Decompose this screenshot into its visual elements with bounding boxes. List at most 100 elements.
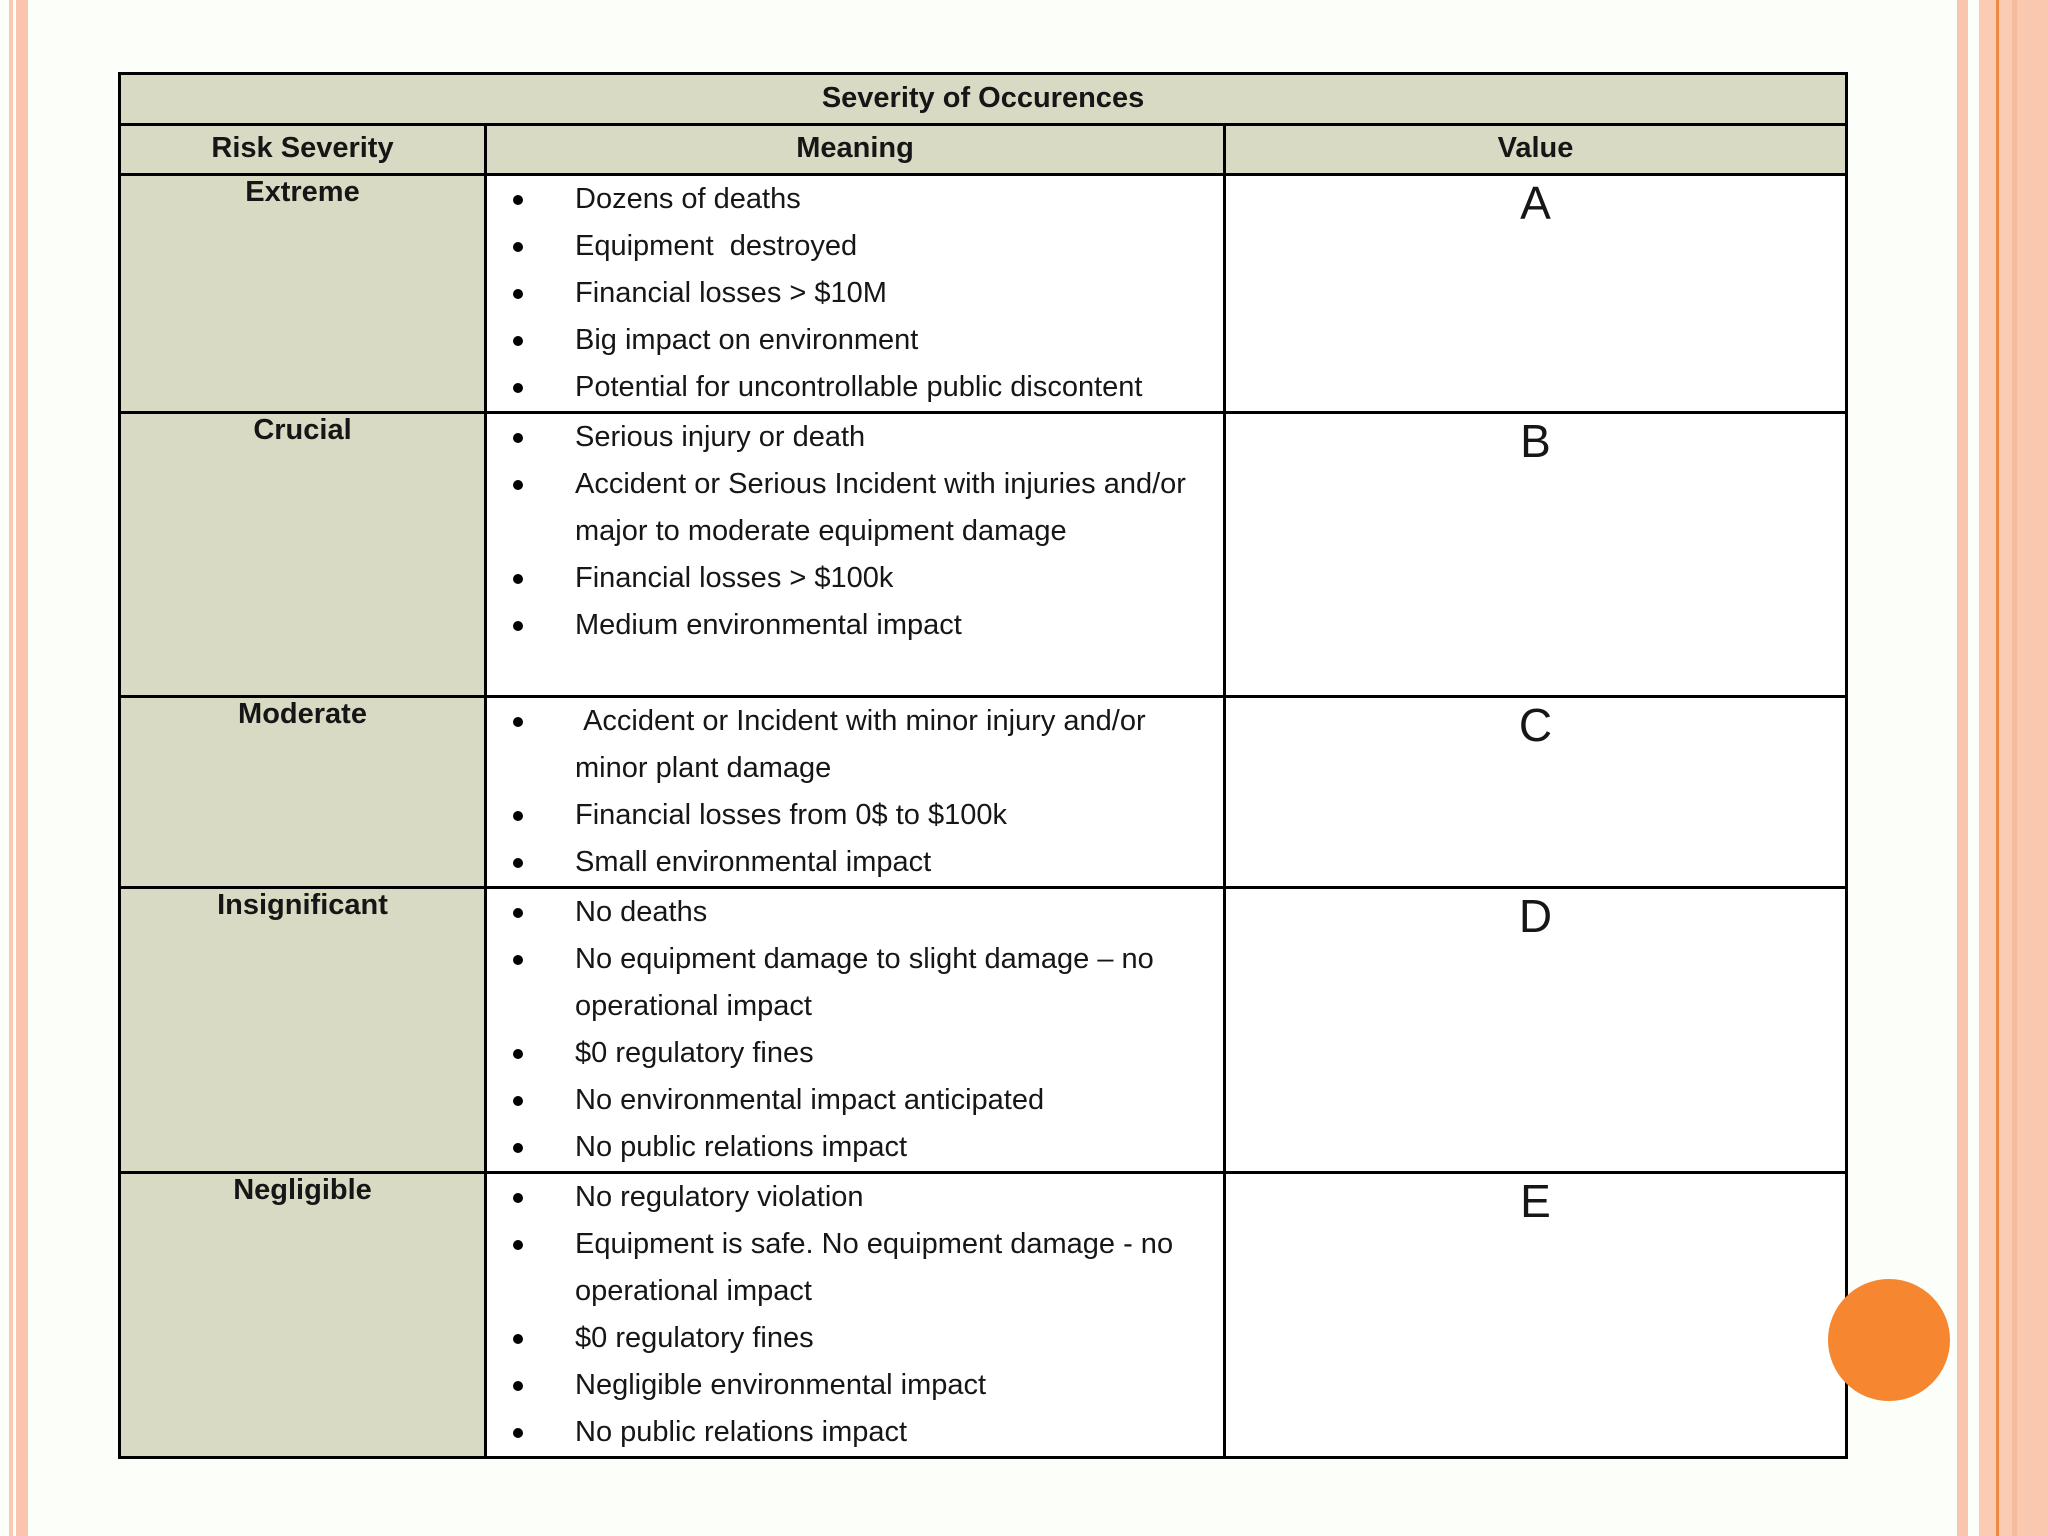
bullet-dot-icon [513,1096,523,1106]
meaning-bullet: Serious injury or death [487,414,1223,461]
meaning-cell: Dozens of deaths Equipment destroyed Fin… [484,173,1226,414]
value-letter: C [1222,695,1849,889]
value-letter: A [1222,173,1849,414]
bullet-text: Equipment is safe. No equipment damage -… [575,1228,1182,1307]
meaning-bullet: Accident or Incident with minor injury a… [487,698,1223,792]
severity-label: Crucial [118,411,487,698]
meaning-bullet: Equipment is safe. No equipment damage -… [487,1221,1223,1315]
bullet-dot-icon [513,289,523,299]
meaning-bullet: No equipment damage to slight damage – n… [487,936,1223,1030]
meaning-bullet: Negligible environmental impact [487,1362,1223,1409]
meaning-bullet: Equipment destroyed [487,223,1223,270]
bullet-text: Financial losses from 0$ to $100k [575,799,1007,831]
meaning-bullet: $0 regulatory fines [487,1030,1223,1077]
meaning-cell: Accident or Incident with minor injury a… [484,695,1226,889]
bullet-text: Big impact on environment [575,324,919,356]
value-letter: E [1222,1171,1849,1459]
bullet-dot-icon [513,383,523,393]
severity-table: Severity of Occurences Risk Severity Mea… [117,72,1849,1459]
meaning-bullet: Potential for uncontrollable public disc… [487,364,1223,411]
right-edge-orange-line [1996,0,1999,1536]
meaning-cell: No deaths No equipment damage to slight … [484,886,1226,1174]
meaning-bullet: Big impact on environment [487,317,1223,364]
left-edge-stripe-wide [16,0,28,1536]
bullet-text: Medium environmental impact [575,609,962,641]
bullet-dot-icon [513,908,523,918]
bullet-dot-icon [513,242,523,252]
meaning-cell: No regulatory violation Equipment is saf… [484,1171,1226,1459]
bullet-text: $0 regulatory fines [575,1037,814,1069]
bullet-dot-icon [513,480,523,490]
meaning-bullet: Financial losses > $100k [487,555,1223,602]
bullet-text: No public relations impact [575,1131,908,1163]
value-letter: B [1222,411,1849,698]
right-edge-band [1979,0,1996,1536]
bullet-text: No public relations impact [575,1416,908,1448]
table-row: Insignificant No deaths No equipment dam… [118,886,1849,1174]
right-edge-stripe-mid [2012,0,2017,1536]
bullet-text: Accident or Serious Incident with injuri… [575,468,1194,547]
bullet-dot-icon [513,1334,523,1344]
bullet-text: No regulatory violation [575,1181,864,1213]
bullet-dot-icon [513,717,523,727]
bullet-text: Equipment destroyed [575,230,858,262]
bullet-dot-icon [513,195,523,205]
bullet-dot-icon [513,811,523,821]
right-edge-stripe-outer [1957,0,1968,1536]
meaning-bullet: Small environmental impact [487,839,1223,886]
column-header-value: Value [1222,123,1849,176]
bullet-text: Accident or Incident with minor injury a… [575,705,1154,784]
meaning-bullet: No environmental impact anticipated [487,1077,1223,1124]
column-header-meaning: Meaning [484,123,1226,176]
bullet-text: Financial losses > $10M [575,277,887,309]
severity-label: Extreme [118,173,487,414]
severity-label: Insignificant [118,886,487,1174]
bullet-dot-icon [513,1193,523,1203]
right-edge-band-far [2017,0,2048,1536]
severity-label: Negligible [118,1171,487,1459]
meaning-bullet: No regulatory violation [487,1174,1223,1221]
bullet-text: Financial losses > $100k [575,562,894,594]
bullet-text: No deaths [575,896,708,928]
bullet-dot-icon [513,621,523,631]
bullet-text: Small environmental impact [575,846,932,878]
column-header-risk-severity: Risk Severity [118,123,487,176]
bullet-text: Negligible environmental impact [575,1369,987,1401]
meaning-bullet: Dozens of deaths [487,176,1223,223]
bullet-dot-icon [513,336,523,346]
table-title: Severity of Occurences [117,72,1849,126]
meaning-bullet: No public relations impact [487,1124,1223,1171]
table-row: Extreme Dozens of deaths Equipment destr… [118,173,1849,414]
left-edge-stripe-thin [9,0,13,1536]
meaning-cell: Serious injury or death Accident or Seri… [484,411,1226,698]
meaning-bullet: Financial losses > $10M [487,270,1223,317]
severity-label: Moderate [118,695,487,889]
meaning-bullet: Medium environmental impact [487,602,1223,649]
meaning-bullet: Accident or Serious Incident with injuri… [487,461,1223,555]
table-row: Negligible No regulatory violation Equip… [118,1171,1849,1459]
bullet-text: No equipment damage to slight damage – n… [575,943,1162,1022]
table-row: Moderate Accident or Incident with minor… [118,695,1849,889]
table-row: Crucial Serious injury or death Accident… [118,411,1849,698]
bullet-dot-icon [513,858,523,868]
bullet-dot-icon [513,574,523,584]
bullet-text: Serious injury or death [575,421,866,453]
bullet-text: $0 regulatory fines [575,1322,814,1354]
meaning-bullet: Financial losses from 0$ to $100k [487,792,1223,839]
bullet-dot-icon [513,433,523,443]
bullet-dot-icon [513,1428,523,1438]
right-edge-band-inner [1999,0,2012,1536]
meaning-bullet: No deaths [487,889,1223,936]
value-letter: D [1222,886,1849,1174]
bullet-dot-icon [513,955,523,965]
meaning-bullet: No public relations impact [487,1409,1223,1456]
bullet-dot-icon [513,1143,523,1153]
bullet-text: Dozens of deaths [575,183,801,215]
orange-accent-circle [1828,1279,1950,1401]
meaning-bullet: $0 regulatory fines [487,1315,1223,1362]
bullet-dot-icon [513,1240,523,1250]
bullet-text: Potential for uncontrollable public disc… [575,371,1143,403]
bullet-dot-icon [513,1049,523,1059]
bullet-text: No environmental impact anticipated [575,1084,1045,1116]
bullet-dot-icon [513,1381,523,1391]
